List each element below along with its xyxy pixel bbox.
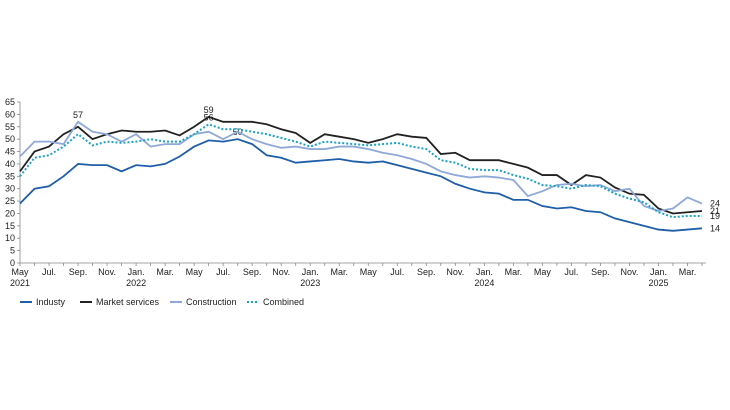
y-tick-label: 30 xyxy=(5,184,15,194)
y-tick-label: 0 xyxy=(10,258,15,268)
x-tick-label: Sep. xyxy=(417,267,436,277)
y-tick-label: 50 xyxy=(5,134,15,144)
x-tick-label: Nov. xyxy=(621,267,639,277)
y-tick-label: 15 xyxy=(5,221,15,231)
data-label: 24 xyxy=(710,199,720,209)
x-tick-label: Mar. xyxy=(156,267,174,277)
y-tick-label: 35 xyxy=(5,171,15,181)
x-tick-label: Jan. 2024 xyxy=(474,267,494,288)
x-tick-label: May xyxy=(186,267,204,277)
legend-label: Construction xyxy=(186,297,237,307)
y-tick-label: 5 xyxy=(10,246,15,256)
data-label: 56 xyxy=(204,112,214,122)
x-tick-label: Jan. 2022 xyxy=(126,267,146,288)
x-tick-label: Sep. xyxy=(591,267,610,277)
legend-label: Industy xyxy=(36,297,66,307)
x-tick-label: Mar. xyxy=(330,267,348,277)
legend-label: Market services xyxy=(96,297,160,307)
data-label: 19 xyxy=(710,211,720,221)
y-tick-label: 40 xyxy=(5,159,15,169)
x-tick-label: Sep. xyxy=(243,267,262,277)
y-tick-label: 10 xyxy=(5,233,15,243)
x-tick-label: May xyxy=(534,267,552,277)
x-tick-label: Nov. xyxy=(446,267,464,277)
x-tick-label: Jul. xyxy=(564,267,578,277)
y-tick-label: 55 xyxy=(5,122,15,132)
y-tick-label: 45 xyxy=(5,147,15,157)
x-tick-label: Jan. 2025 xyxy=(648,267,668,288)
data-label: 57 xyxy=(73,110,83,120)
y-tick-label: 65 xyxy=(5,97,15,107)
x-tick-label: Nov. xyxy=(98,267,116,277)
data-label: 14 xyxy=(710,223,720,233)
y-tick-label: 20 xyxy=(5,208,15,218)
series-line xyxy=(19,120,703,212)
x-tick-label: Jul. xyxy=(390,267,404,277)
x-tick-label: Sep. xyxy=(69,267,88,277)
series-line xyxy=(19,115,703,215)
y-tick-label: 60 xyxy=(5,109,15,119)
x-tick-label: May xyxy=(360,267,378,277)
x-tick-label: Mar. xyxy=(679,267,697,277)
x-tick-label: Jan. 2023 xyxy=(300,267,320,288)
series-line xyxy=(19,138,703,232)
x-tick-label: Nov. xyxy=(272,267,290,277)
x-tick-label: Jul. xyxy=(42,267,56,277)
data-label: 59 xyxy=(204,105,214,115)
x-tick-label: Jul. xyxy=(216,267,230,277)
y-tick-label: 25 xyxy=(5,196,15,206)
legend-label: Combined xyxy=(263,297,304,307)
x-tick-label: Mar. xyxy=(505,267,523,277)
data-label: 21 xyxy=(710,206,720,216)
x-tick-label: May 2021 xyxy=(10,267,30,288)
